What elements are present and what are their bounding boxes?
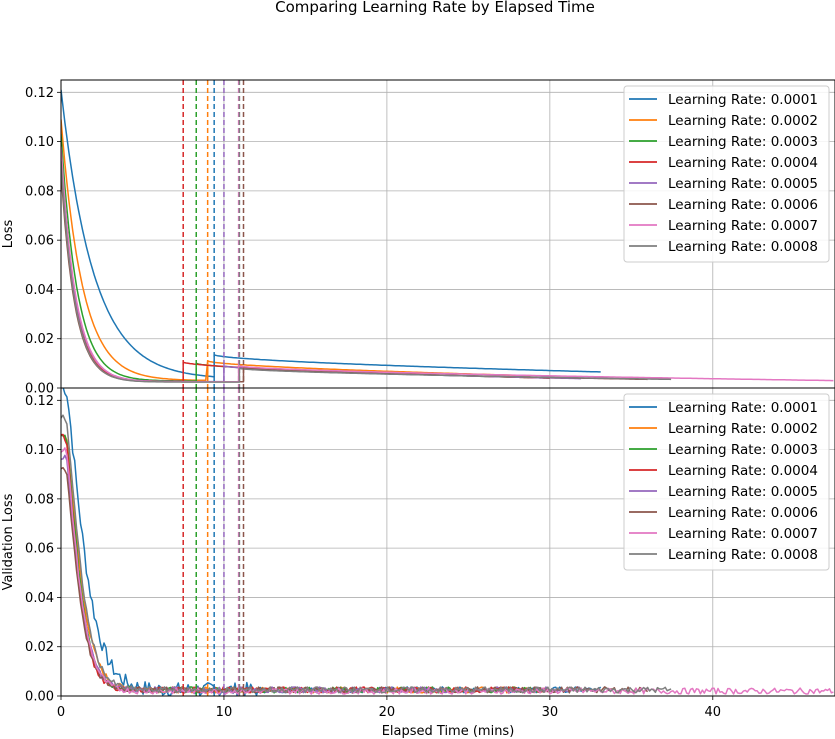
legend-label-2: Learning Rate: 0.0002 (668, 421, 818, 437)
series-line-7 (61, 447, 834, 695)
series-line-6 (61, 171, 648, 383)
legend-label-5: Learning Rate: 0.0005 (668, 176, 818, 192)
series-line-1 (61, 89, 601, 378)
series-line-5 (61, 454, 582, 694)
chart-title: Comparing Learning Rate by Elapsed Time (275, 0, 595, 16)
series-line-5 (61, 153, 582, 383)
legend-label-2: Learning Rate: 0.0002 (668, 113, 818, 129)
legend-box (623, 85, 830, 263)
x-tick-label: 40 (705, 705, 722, 720)
y-tick-label: 0.12 (25, 394, 54, 409)
x-tick-label: 30 (542, 705, 559, 720)
legend-label-7: Learning Rate: 0.0007 (668, 218, 818, 234)
y-tick-label: 0.04 (25, 591, 54, 606)
y-tick-label: 0.06 (25, 234, 54, 249)
legend-label-8: Learning Rate: 0.0008 (668, 547, 818, 563)
legend-box (623, 393, 830, 571)
series-line-3 (61, 134, 550, 382)
y-axis-label: Loss (1, 220, 16, 249)
legend: Learning Rate: 0.0001 Learning Rate: 0.00… (623, 393, 830, 571)
series-line-3 (61, 434, 551, 694)
series-line-4 (61, 156, 550, 383)
legend-label-7: Learning Rate: 0.0007 (668, 526, 818, 542)
y-axis-label: Validation Loss (1, 493, 16, 590)
x-tick-label: 10 (216, 705, 233, 720)
legend-label-4: Learning Rate: 0.0004 (668, 463, 818, 479)
legend-label-6: Learning Rate: 0.0006 (668, 197, 818, 213)
legend-label-4: Learning Rate: 0.0004 (668, 155, 818, 171)
legend-label-3: Learning Rate: 0.0003 (668, 134, 818, 150)
series-line-8 (61, 161, 672, 383)
series-line-2 (61, 119, 531, 382)
y-tick-label: 0.10 (25, 443, 54, 458)
axes-frame (60, 387, 835, 697)
legend-label-3: Learning Rate: 0.0003 (668, 442, 818, 458)
series-line-4 (61, 433, 550, 694)
legend-label-6: Learning Rate: 0.0006 (668, 505, 818, 521)
y-tick-label: 0.10 (25, 135, 54, 150)
series-line-8 (61, 414, 672, 694)
loss-panel: 0.00 0.02 0.04 0.06 0.08 0.10 0.12 Loss Learning… (1, 79, 835, 397)
legend-label-1: Learning Rate: 0.0001 (668, 400, 818, 416)
y-tick-label: 0.12 (25, 86, 54, 101)
series-lines (61, 388, 834, 696)
series-line-1 (61, 388, 602, 696)
series-lines (61, 89, 834, 383)
y-tick-label: 0.08 (25, 492, 54, 507)
y-tick-label: 0.02 (25, 640, 54, 655)
series-line-6 (61, 466, 649, 694)
series-line-2 (61, 433, 531, 694)
y-tick-label: 0.04 (25, 283, 54, 298)
validation-loss-panel: 0.00 0.02 0.04 0.06 0.08 0.10 0.12 Validation L… (1, 387, 835, 720)
y-tick-label: 0.06 (25, 542, 54, 557)
legend-label-5: Learning Rate: 0.0005 (668, 484, 818, 500)
legend-label-1: Learning Rate: 0.0001 (668, 92, 818, 108)
y-tick-label: 0.08 (25, 184, 54, 199)
x-tick-label: 0 (57, 705, 65, 720)
y-tick-label: 0.00 (25, 690, 54, 705)
y-tick-label: 0.00 (25, 382, 54, 397)
x-tick-label: 20 (379, 705, 396, 720)
x-axis-label: Elapsed Time (mins) (382, 724, 515, 739)
legend: Learning Rate: 0.0001 Learning Rate: 0.00… (623, 85, 830, 263)
y-tick-label: 0.02 (25, 332, 54, 347)
legend-label-8: Learning Rate: 0.0008 (668, 239, 818, 255)
